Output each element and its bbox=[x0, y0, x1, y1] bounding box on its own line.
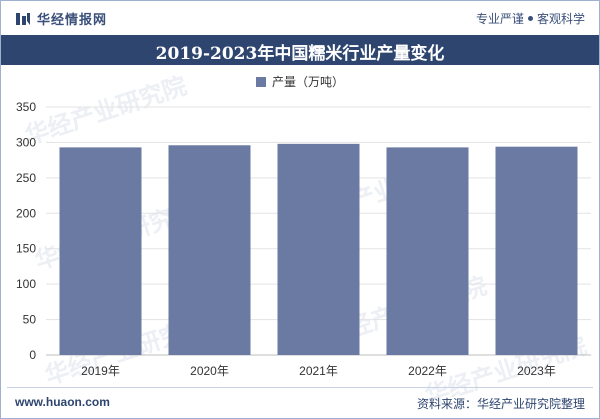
y-tick-label: 150 bbox=[16, 242, 36, 256]
tagline-dot-icon bbox=[527, 16, 533, 21]
brand-logo-icon bbox=[16, 12, 30, 25]
footer-url-link[interactable]: www.huaon.com bbox=[15, 395, 110, 409]
top-bar: 华经情报网 专业严谨 客观科学 bbox=[1, 1, 599, 35]
tagline-left: 专业严谨 bbox=[475, 12, 524, 26]
y-tick-label: 50 bbox=[23, 313, 37, 327]
chart-plot: 0 50 100 150 200 250 300 350 2019年 2020年 2021年 2022… bbox=[16, 100, 591, 378]
footer-source: 资料来源：华经产业研究院整理 bbox=[416, 397, 585, 411]
footer: www.huaon.com 资料来源：华经产业研究院整理 bbox=[1, 389, 599, 418]
title-bar: 2019-2023年中国糯米行业产量变化 bbox=[1, 35, 599, 65]
brand-name: 华经情报网 bbox=[37, 12, 108, 27]
x-tick-label: 2020年 bbox=[190, 364, 229, 378]
y-tick-label: 250 bbox=[16, 171, 36, 185]
x-tick-label: 2022年 bbox=[408, 364, 447, 378]
y-tick-label: 300 bbox=[16, 135, 36, 149]
chart-legend: 产量（万吨） bbox=[1, 73, 599, 90]
brand[interactable]: 华经情报网 bbox=[15, 9, 107, 28]
y-tick-label: 350 bbox=[16, 100, 36, 114]
y-tick-label: 100 bbox=[16, 277, 36, 291]
bar bbox=[168, 145, 251, 355]
legend-label: 产量（万吨） bbox=[271, 75, 344, 89]
bar bbox=[59, 147, 142, 355]
footer-divider bbox=[7, 387, 593, 388]
tagline-right: 客观科学 bbox=[536, 12, 585, 26]
bar bbox=[386, 147, 469, 355]
x-tick-label: 2021年 bbox=[299, 364, 338, 378]
x-tick-label: 2019年 bbox=[81, 364, 120, 378]
y-tick-label: 0 bbox=[29, 348, 36, 362]
bar bbox=[277, 143, 360, 355]
chart-title: 2019-2023年中国糯米行业产量变化 bbox=[155, 44, 445, 64]
x-tick-label: 2023年 bbox=[517, 364, 556, 378]
tagline: 专业严谨 客观科学 bbox=[476, 10, 585, 27]
y-tick-label: 200 bbox=[16, 206, 36, 220]
legend-swatch bbox=[255, 76, 266, 87]
bar bbox=[495, 146, 578, 355]
